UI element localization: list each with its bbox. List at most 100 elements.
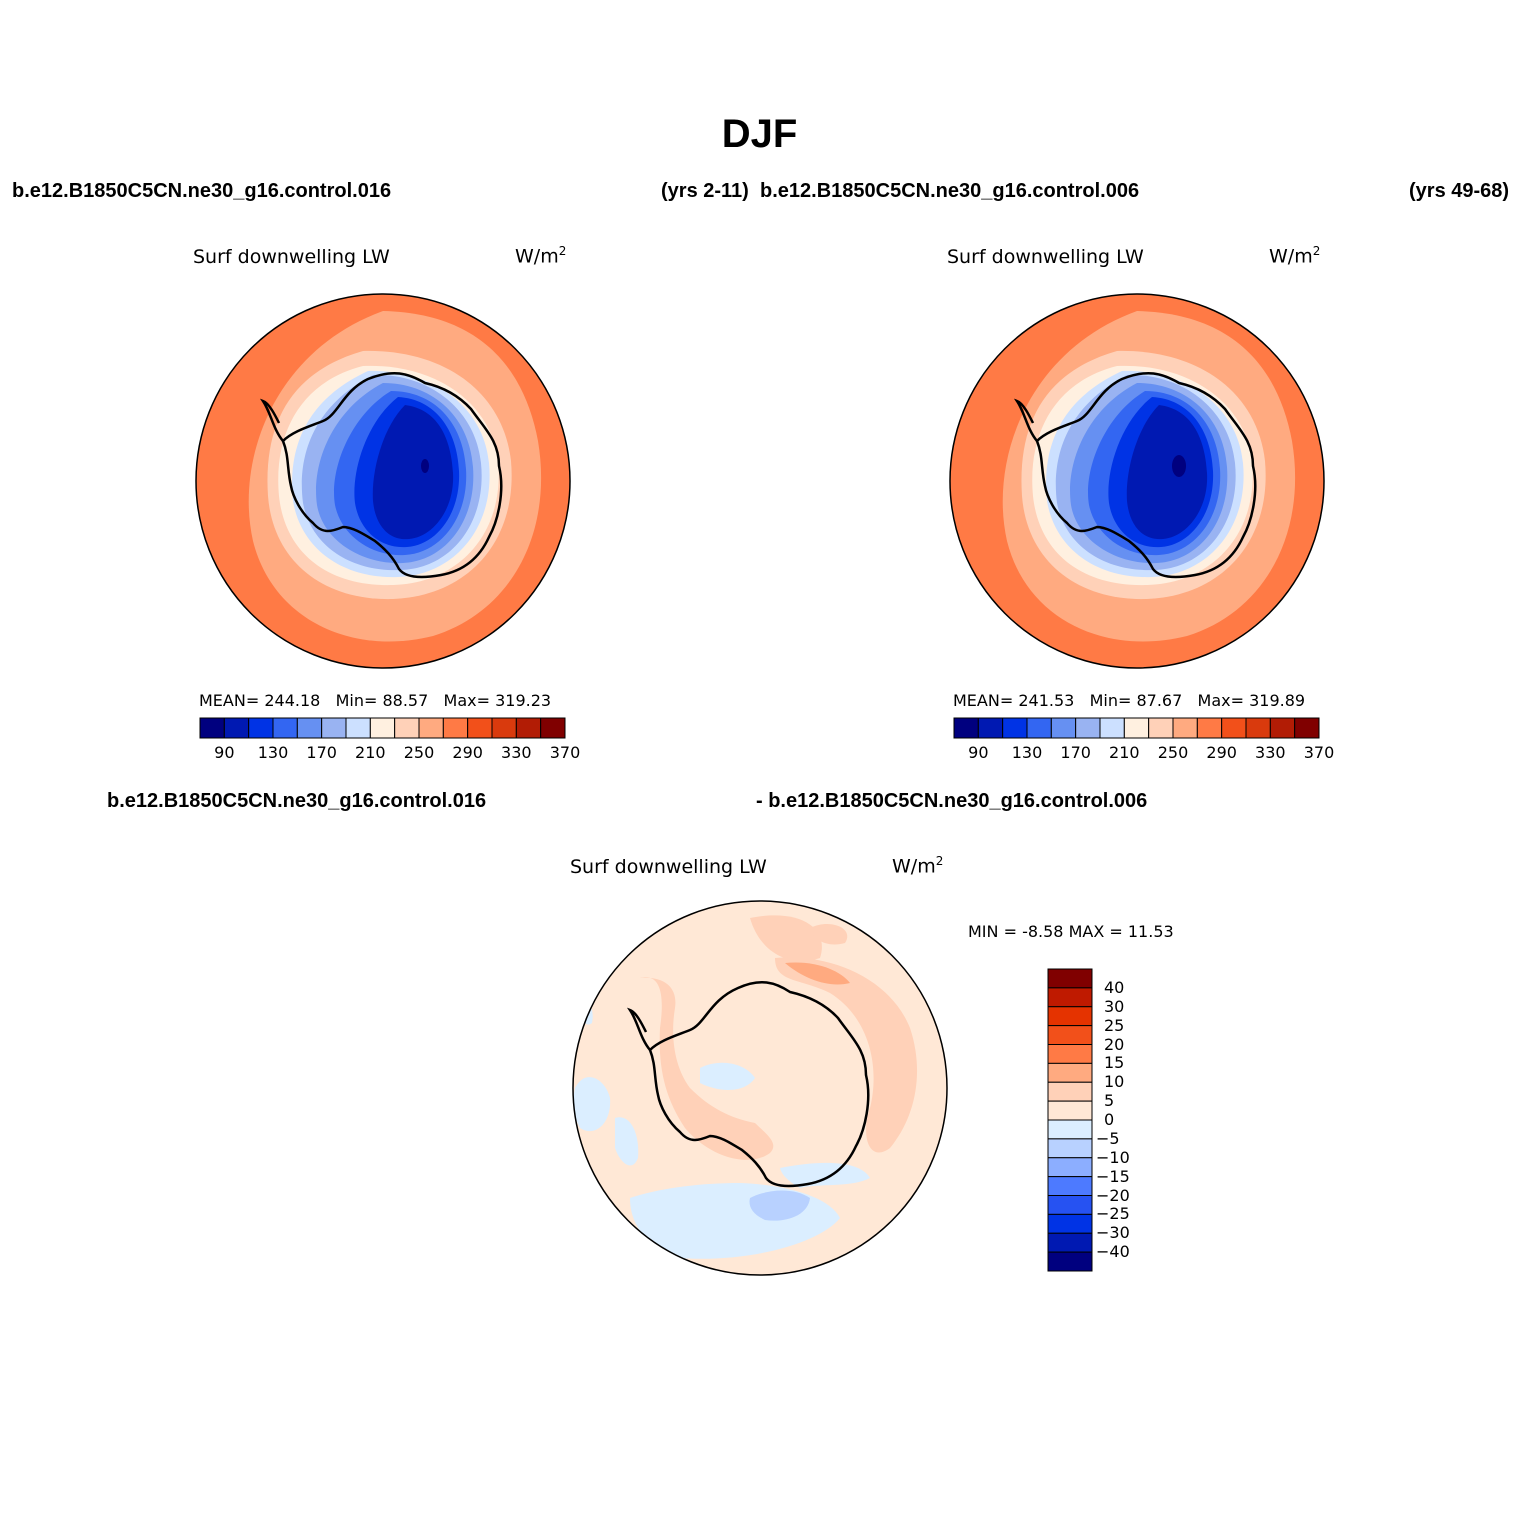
panel3-min-label: MIN =: [968, 922, 1017, 941]
colorbar-swatch: [1196, 717, 1223, 739]
panel1-min-value: 88.57: [382, 691, 429, 710]
colorbar-swatch: [1050, 717, 1077, 739]
diff-case-b-label: - b.e12.B1850C5CN.ne30_g16.control.006: [756, 790, 1148, 812]
colorbar-tick-label: −5: [1096, 1128, 1120, 1148]
colorbar-swatch: [1172, 717, 1198, 739]
colorbar-swatch: [1047, 1195, 1093, 1215]
colorbar-tick-label: 210: [355, 743, 386, 762]
panel2-stats: MEAN= 241.53 Min= 87.67 Max= 319.89: [953, 691, 1305, 710]
case-label-right: b.e12.B1850C5CN.ne30_g16.control.006: [760, 180, 1140, 202]
colorbar-swatch: [491, 717, 517, 739]
years-label-right: (yrs 49-68): [1409, 180, 1510, 202]
colorbar-swatch: [442, 717, 469, 739]
panel2-mean-value: 241.53: [1018, 691, 1075, 710]
colorbar-swatch: [296, 717, 323, 739]
panel2-max-label: Max=: [1197, 691, 1245, 710]
colorbar-swatch: [1123, 717, 1150, 739]
colorbar-tick-label: −25: [1096, 1204, 1130, 1224]
colorbar-swatch: [1047, 1138, 1093, 1159]
colorbar-swatch: [199, 717, 225, 739]
colorbar-tick-label: 90: [968, 743, 989, 762]
colorbar-swatch: [1047, 1119, 1093, 1140]
colorbar-swatch: [345, 717, 371, 739]
panel3-polar-map: [572, 900, 948, 1276]
panel2-polar-map: [949, 293, 1325, 669]
colorbar-tick-label: 5: [1104, 1091, 1115, 1111]
panel2-variable-label: Surf downwelling LW: [947, 246, 1144, 268]
colorbar-swatch: [321, 717, 347, 739]
colorbar-swatch: [1047, 1100, 1093, 1121]
colorbar-swatch: [1245, 717, 1271, 739]
colorbar-tick-label: 330: [1255, 743, 1286, 762]
colorbar-swatch: [418, 717, 444, 739]
colorbar-tick-label: 90: [214, 743, 235, 762]
panel1-polar-map: [195, 293, 571, 669]
diff-case-a-label: b.e12.B1850C5CN.ne30_g16.control.016: [107, 790, 487, 812]
panel1-min-label: Min=: [335, 691, 378, 710]
colorbar-tick-label: 170: [1060, 743, 1091, 762]
colorbar-swatch: [1026, 717, 1052, 739]
colorbar-tick-label: 0: [1104, 1110, 1115, 1129]
panel2-colorbar: [953, 717, 1320, 739]
panel2-min-label: Min=: [1089, 691, 1132, 710]
colorbar-swatch: [394, 717, 420, 739]
colorbar-swatch: [953, 717, 979, 739]
colorbar-tick-label: 170: [306, 743, 337, 762]
colorbar-tick-label: 370: [549, 743, 581, 762]
colorbar-swatch: [272, 717, 298, 739]
figure-title: DJF: [721, 112, 798, 156]
colorbar-tick-label: −10: [1096, 1147, 1130, 1167]
colorbar-tick-label: 15: [1104, 1053, 1125, 1073]
colorbar-tick-label: 250: [1157, 743, 1189, 762]
years-label-left: (yrs 2-11): [661, 180, 749, 202]
colorbar-swatch: [1047, 1025, 1093, 1045]
colorbar-tick-label: 290: [1206, 743, 1237, 762]
colorbar-swatch: [1047, 1006, 1093, 1027]
colorbar-swatch: [1002, 717, 1028, 739]
colorbar-swatch: [1221, 717, 1247, 739]
colorbar-swatch: [1269, 717, 1296, 739]
colorbar-tick-label: 290: [452, 743, 483, 762]
colorbar-swatch: [1047, 1044, 1093, 1064]
colorbar-swatch: [467, 717, 493, 739]
colorbar-tick-label: 130: [1011, 743, 1043, 762]
panel1-variable-label: Surf downwelling LW: [193, 246, 390, 268]
colorbar-tick-label: −20: [1096, 1185, 1130, 1205]
colorbar-tick-label: 10: [1104, 1072, 1125, 1092]
colorbar-swatch: [223, 717, 250, 739]
colorbar-swatch: [1047, 1062, 1093, 1083]
panel3-unit-label: W/m2: [892, 854, 944, 878]
colorbar-tick-label: 30: [1104, 996, 1125, 1016]
colorbar-tick-label: 210: [1109, 743, 1140, 762]
colorbar-swatch: [1099, 717, 1125, 739]
colorbar-swatch: [1148, 717, 1174, 739]
colorbar-swatch: [977, 717, 1004, 739]
colorbar-tick-label: 330: [501, 743, 532, 762]
colorbar-swatch: [540, 717, 566, 739]
colorbar-tick-label: 20: [1104, 1034, 1125, 1054]
colorbar-swatch: [1294, 717, 1320, 739]
colorbar-swatch: [1075, 717, 1101, 739]
panel3-colorbar-ticks: 40 30 25 20 15 10 5 0 −5 −10 −15 −20 −25 −30 −40: [1096, 969, 1156, 1271]
colorbar-swatch: [1047, 968, 1093, 989]
panel1-stats: MEAN= 244.18 Min= 88.57 Max= 319.23: [199, 691, 551, 710]
panel2-unit-label: W/m2: [1269, 244, 1321, 268]
panel1-mean-value: 244.18: [264, 691, 321, 710]
colorbar-swatch: [369, 717, 396, 739]
colorbar-tick-label: −15: [1096, 1166, 1130, 1186]
panel2-min-value: 87.67: [1136, 691, 1183, 710]
colorbar-tick-label: 370: [1303, 743, 1335, 762]
panel1-colorbar: [199, 717, 566, 739]
panel1-max-value: 319.23: [495, 691, 552, 710]
colorbar-swatch: [1047, 1176, 1093, 1196]
colorbar-tick-label: 130: [257, 743, 289, 762]
colorbar-tick-label: 40: [1104, 977, 1125, 997]
colorbar-swatch: [1047, 1213, 1093, 1234]
panel2-max-value: 319.89: [1249, 691, 1306, 710]
panel2-mean-label: MEAN=: [953, 691, 1014, 710]
colorbar-swatch: [1047, 1081, 1093, 1102]
panel3-colorbar: [1047, 968, 1093, 1272]
panel2-colorbar-ticks: 90 130 170 210 250 290 330 370: [954, 743, 1334, 763]
panel3-min-value: -8.58: [1022, 922, 1064, 941]
case-label-left: b.e12.B1850C5CN.ne30_g16.control.016: [12, 180, 392, 202]
